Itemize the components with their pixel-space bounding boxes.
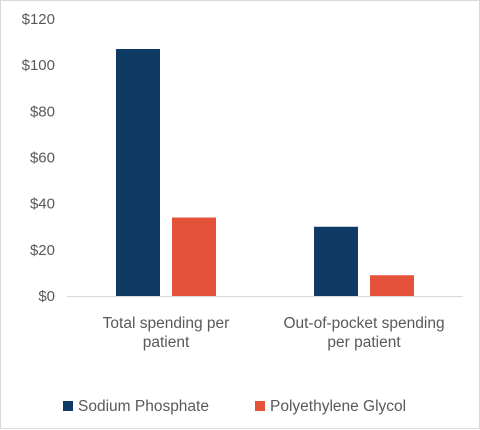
legend: Sodium Phosphate Polyethylene Glycol bbox=[63, 398, 406, 415]
bar-polyethylene-glycol bbox=[370, 275, 414, 296]
bar-sodium-phosphate bbox=[116, 49, 160, 297]
bar-sodium-phosphate bbox=[314, 226, 358, 296]
y-axis-ticks: $0 $20 $40 $60 $80 $100 $120 bbox=[22, 11, 55, 305]
legend-swatch bbox=[63, 401, 73, 411]
category-label: Out-of-pocket spending bbox=[283, 315, 444, 332]
legend-label: Polyethylene Glycol bbox=[270, 398, 406, 415]
bar-polyethylene-glycol bbox=[172, 217, 216, 296]
y-tick-label: $80 bbox=[30, 103, 55, 120]
legend-label: Sodium Phosphate bbox=[78, 398, 209, 415]
y-tick-label: $100 bbox=[22, 57, 55, 74]
y-tick-label: $0 bbox=[38, 288, 55, 305]
category-label: per patient bbox=[327, 334, 401, 351]
category-labels: Total spending per patient Out-of-pocket s… bbox=[103, 315, 445, 351]
category-label: Total spending per bbox=[103, 315, 230, 332]
y-tick-label: $120 bbox=[22, 11, 55, 28]
y-tick-label: $40 bbox=[30, 196, 55, 213]
category-label: patient bbox=[143, 334, 190, 351]
y-tick-label: $60 bbox=[30, 150, 55, 167]
bars bbox=[116, 49, 414, 297]
y-tick-label: $20 bbox=[30, 242, 55, 259]
legend-swatch bbox=[255, 401, 265, 411]
